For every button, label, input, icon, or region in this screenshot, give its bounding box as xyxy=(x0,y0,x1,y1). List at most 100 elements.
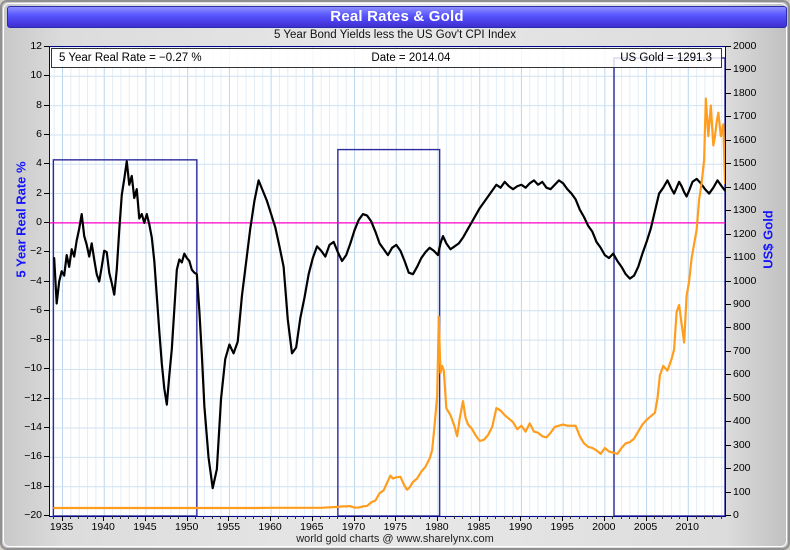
y-axis-right-tick: 1700 xyxy=(733,110,757,123)
x-axis-tickmark xyxy=(687,516,689,521)
readout-date: Date = 2014.04 xyxy=(371,52,451,64)
y-axis-left-tick: −6 xyxy=(30,303,42,316)
grid-lines xyxy=(50,47,725,516)
x-axis-tick: 1995 xyxy=(550,521,574,533)
x-axis-minor-tickmark xyxy=(128,516,130,519)
y-axis-left-tick: 0 xyxy=(36,215,42,228)
x-axis-minor-tickmark xyxy=(386,516,388,519)
x-axis-minor-tickmark xyxy=(470,516,472,519)
title-bar: Real Rates & Gold xyxy=(7,6,787,28)
x-axis-minor-tickmark xyxy=(670,516,672,519)
x-axis-tickmark xyxy=(353,516,355,521)
plot-area[interactable] xyxy=(49,46,726,517)
y-axis-right-tickmark xyxy=(726,280,731,282)
y-axis-right-tick: 1600 xyxy=(733,133,757,146)
readout-gold: US Gold = 1291.3 xyxy=(620,52,712,64)
x-axis-minor-tickmark xyxy=(211,516,213,519)
x-axis-minor-tickmark xyxy=(587,516,589,519)
x-axis-tick: 1955 xyxy=(216,521,241,533)
x-axis-tick: 1945 xyxy=(133,521,157,533)
y-axis-right-tick: 200 xyxy=(733,462,751,475)
page-title: Real Rates & Gold xyxy=(330,8,464,25)
y-axis-right-tick: 700 xyxy=(733,344,751,357)
y-axis-left-tick: 8 xyxy=(36,98,42,111)
y-axis-right-tick: 2000 xyxy=(733,40,757,52)
chart-canvas xyxy=(50,47,725,516)
x-axis-tick: 1960 xyxy=(258,521,282,533)
y-axis-right-tick: 400 xyxy=(733,415,751,428)
x-axis-tick: 2010 xyxy=(675,521,699,533)
y-axis-right-tick: 1400 xyxy=(733,180,757,193)
y-axis-left-tickmark xyxy=(44,221,49,223)
y-axis-right-tickmark xyxy=(726,210,731,212)
y-axis-left-tick: −18 xyxy=(24,479,42,492)
x-axis-tickmark xyxy=(520,516,522,521)
y-axis-left-tickmark xyxy=(44,515,49,516)
y-axis-right-tickmark xyxy=(726,92,731,94)
x-axis-minor-tickmark xyxy=(253,516,255,519)
y-axis-left-tickmark xyxy=(44,104,49,106)
y-axis-left-tickmark xyxy=(44,192,49,194)
highlight-box-1 xyxy=(52,159,198,516)
x-axis-minor-tickmark xyxy=(545,516,547,519)
y-axis-right-tickmark xyxy=(726,139,731,141)
x-axis-minor-tickmark xyxy=(111,516,113,519)
y-axis-left-tick: −4 xyxy=(30,274,42,287)
x-axis-minor-tickmark xyxy=(595,516,597,519)
y-axis-left-tickmark xyxy=(44,309,49,311)
y-axis-right-tickmark xyxy=(726,468,731,470)
x-axis-minor-tickmark xyxy=(119,516,121,519)
x-axis-minor-tickmark xyxy=(320,516,322,519)
y-axis-left-tick: −8 xyxy=(30,333,42,346)
y-axis-left-tickmark xyxy=(44,163,49,165)
x-axis-minor-tickmark xyxy=(86,516,88,519)
x-axis-tickmark xyxy=(603,516,605,521)
x-axis-minor-tickmark xyxy=(420,516,422,519)
y-axis-left-tickmark xyxy=(44,251,49,253)
x-axis-minor-tickmark xyxy=(662,516,664,519)
x-axis-tickmark xyxy=(186,516,188,521)
x-axis-minor-tickmark xyxy=(712,516,714,519)
x-axis-minor-tickmark xyxy=(453,516,455,519)
x-axis-minor-tickmark xyxy=(528,516,530,519)
x-axis-tick: 1965 xyxy=(300,521,324,533)
x-axis-minor-tickmark xyxy=(69,516,71,519)
y-axis-left-tickmark xyxy=(44,339,49,341)
x-axis-tickmark xyxy=(645,516,647,521)
y-axis-right-tickmark xyxy=(726,233,731,235)
y-axis-right-tickmark xyxy=(726,397,731,399)
y-axis-right-tickmark xyxy=(726,421,731,423)
y-axis-right-tick: 900 xyxy=(733,297,751,310)
x-axis-tickmark xyxy=(395,516,397,521)
x-axis-minor-tickmark xyxy=(487,516,489,519)
x-axis-tickmark xyxy=(436,516,438,521)
x-axis-minor-tickmark xyxy=(403,516,405,519)
readout-bar: 5 Year Real Rate = −0.27 % Date = 2014.0… xyxy=(51,48,722,68)
y-axis-right-tickmark xyxy=(726,444,731,446)
y-axis-right-tickmark xyxy=(726,327,731,329)
x-axis-minor-tickmark xyxy=(612,516,614,519)
y-axis-left-tickmark xyxy=(44,46,49,47)
x-axis-minor-tickmark xyxy=(570,516,572,519)
y-axis-right-tickmark xyxy=(726,116,731,118)
x-axis-minor-tickmark xyxy=(361,516,363,519)
y-axis-left-tick: 6 xyxy=(36,127,42,140)
y-axis-left-tickmark xyxy=(44,368,49,370)
y-axis-right-tickmark xyxy=(726,257,731,259)
x-axis-tickmark xyxy=(61,516,63,521)
y-axis-right-tickmark xyxy=(726,515,731,516)
chart-subtitle: 5 Year Bond Yields less the US Gov't CPI… xyxy=(274,29,516,41)
y-axis-right-tick: 300 xyxy=(733,438,751,451)
y-axis-left-tick: −20 xyxy=(24,509,42,521)
x-axis-minor-tickmark xyxy=(512,516,514,519)
x-axis-minor-tickmark xyxy=(720,516,722,519)
x-axis-tick: 2005 xyxy=(633,521,658,533)
x-axis-minor-tickmark xyxy=(303,516,305,519)
x-axis-tickmark xyxy=(562,516,564,521)
x-axis-minor-tickmark xyxy=(78,516,80,519)
x-axis-minor-tickmark xyxy=(328,516,330,519)
y-axis-right-tick: 100 xyxy=(733,485,751,498)
x-axis-tickmark xyxy=(478,516,480,521)
x-axis-tick: 1935 xyxy=(49,521,74,533)
x-axis-minor-tickmark xyxy=(578,516,580,519)
